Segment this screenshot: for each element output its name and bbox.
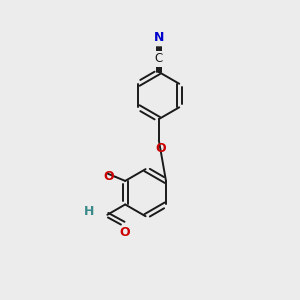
Text: O: O [120, 226, 130, 239]
Text: O: O [155, 142, 166, 155]
Text: H: H [84, 205, 95, 218]
Text: N: N [154, 31, 164, 44]
Text: C: C [155, 52, 163, 65]
Text: O: O [103, 170, 114, 183]
